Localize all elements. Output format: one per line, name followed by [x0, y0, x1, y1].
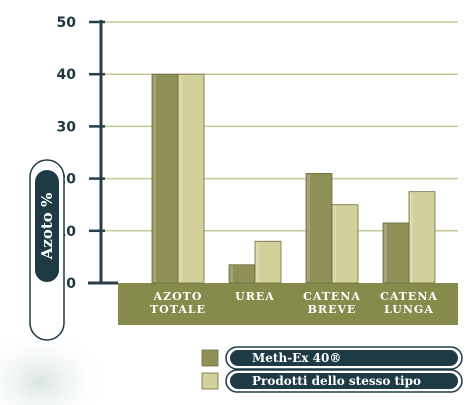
legend-label: Prodotti dello stesso tipo: [252, 374, 421, 388]
bar-series2: [177, 73, 205, 284]
y-axis: [88, 20, 118, 285]
bar-highlight: [256, 242, 259, 282]
category-label: UREA: [235, 290, 275, 303]
legend-swatch: [201, 372, 219, 390]
category-band: [118, 283, 458, 325]
bar-highlight: [307, 174, 310, 282]
y-axis-label-background: [35, 170, 59, 282]
bar-series2: [254, 240, 282, 284]
bar-highlight: [333, 205, 336, 282]
legend-swatch: [201, 349, 219, 367]
bar-highlight: [230, 265, 233, 282]
bar-highlight: [384, 223, 387, 282]
y-tick-label: 40: [57, 67, 77, 83]
bar-series1: [151, 73, 179, 284]
y-axis-label: Azoto %: [38, 193, 56, 261]
bar-series2: [408, 191, 436, 284]
legend: Meth-Ex 40® Prodotti dello stesso tipo: [201, 346, 463, 393]
bars: [151, 73, 436, 284]
legend-label: Meth-Ex 40®: [252, 351, 341, 365]
bar-highlight: [179, 75, 182, 282]
category-label: CATENA LUNGA: [380, 290, 438, 316]
bar-series1: [382, 222, 410, 284]
y-tick-label: 0: [66, 276, 76, 292]
legend-pill: [230, 373, 458, 389]
y-tick-label: 30: [57, 119, 77, 135]
bar-highlight: [153, 75, 156, 282]
bar-series1: [305, 172, 333, 284]
bar-series2: [331, 204, 359, 284]
bar-highlight: [410, 192, 413, 282]
category-label: AZOTO TOTALE: [150, 290, 206, 316]
y-tick-label: 50: [57, 15, 77, 31]
y-axis-label-pill: Azoto %: [29, 159, 65, 341]
legend-pill: [230, 350, 458, 366]
category-label: CATENA BREVE: [303, 290, 361, 316]
category-labels: AZOTO TOTALE UREA CATENA BREVE CATENA LUNGA: [150, 290, 438, 316]
